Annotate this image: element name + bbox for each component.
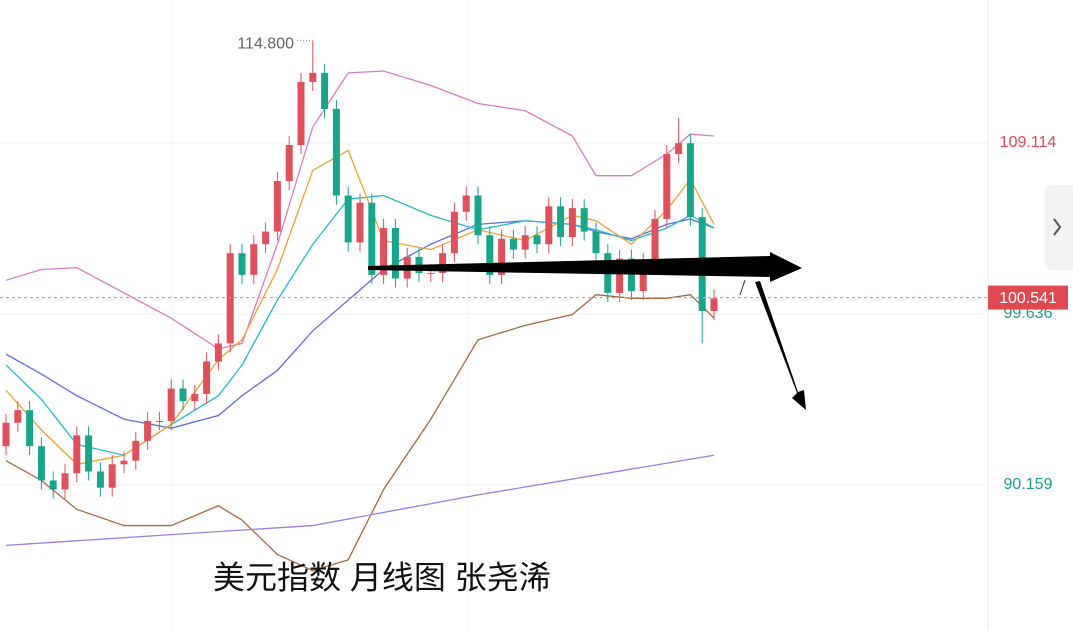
candle-body xyxy=(639,262,647,292)
candle-body xyxy=(132,440,140,461)
candle-body xyxy=(226,253,234,344)
candle-body xyxy=(49,480,57,490)
candle-body xyxy=(214,343,222,362)
candle-body xyxy=(73,435,81,474)
candle-body xyxy=(509,238,517,250)
candle-body xyxy=(675,143,683,155)
candle-body xyxy=(368,202,376,275)
candle-body xyxy=(521,235,529,250)
candle-body xyxy=(427,273,435,275)
candle-body xyxy=(26,410,34,447)
candle-body xyxy=(557,206,565,237)
candle-body xyxy=(179,388,187,402)
candle-body xyxy=(309,72,317,82)
candle-body xyxy=(627,258,635,292)
indicator-line xyxy=(5,70,715,350)
y-tick-label: 90.159 xyxy=(1004,476,1053,493)
candle-body xyxy=(486,235,494,275)
candle-body xyxy=(61,473,69,490)
chevron[interactable] xyxy=(1053,218,1062,236)
y-tick-label: 109.114 xyxy=(1000,134,1057,151)
candle-body xyxy=(450,211,458,254)
candle-body xyxy=(686,143,694,218)
candle-body xyxy=(663,154,671,219)
candle-body xyxy=(592,231,600,254)
candle-body xyxy=(285,145,293,182)
candle-body xyxy=(651,218,659,263)
candle-body xyxy=(380,227,388,275)
trend-arrow xyxy=(755,281,806,410)
side-button[interactable] xyxy=(1045,185,1073,270)
candle-body xyxy=(498,238,506,275)
indicator-line xyxy=(5,454,715,547)
trend-arrow xyxy=(368,252,802,282)
indicator-line xyxy=(5,294,715,572)
annotations: 100.541 114.800 xyxy=(0,36,1068,310)
candle-body xyxy=(144,420,152,441)
candle-body xyxy=(580,208,588,232)
candle-body xyxy=(167,388,175,421)
candle-body xyxy=(250,244,258,275)
candle-body xyxy=(37,446,45,481)
candle-body xyxy=(710,298,718,311)
candle-body xyxy=(2,422,10,447)
last-price-box xyxy=(988,285,1068,310)
candle-body xyxy=(321,72,329,109)
candle-body xyxy=(344,195,352,243)
indicator-line xyxy=(5,218,715,429)
candle-body xyxy=(203,361,211,394)
candle-body xyxy=(120,460,128,465)
candle-body xyxy=(616,258,624,293)
candle-body xyxy=(568,208,576,237)
chart-title: 美元指数 月线图 张尧浠 xyxy=(213,559,551,595)
candle-body xyxy=(96,471,104,488)
candle-body xyxy=(14,410,22,423)
candle-body xyxy=(273,181,281,232)
indicator-lines xyxy=(5,70,715,572)
candle-body xyxy=(356,202,364,243)
candle-body xyxy=(85,435,93,472)
candle-body xyxy=(462,195,470,212)
candle-body xyxy=(533,235,541,245)
marker xyxy=(739,279,746,296)
candle-body xyxy=(191,393,199,402)
candle-body xyxy=(238,253,246,275)
candle-body xyxy=(108,464,116,488)
candle-body xyxy=(391,227,399,279)
candle-body xyxy=(262,231,270,245)
max-label: 114.800 xyxy=(237,36,294,53)
indicator-line xyxy=(5,149,715,465)
candle-body xyxy=(155,420,163,422)
candle-body xyxy=(545,206,553,245)
candle-body xyxy=(297,81,305,146)
last-price-label: 100.541 xyxy=(999,290,1057,307)
candle-body xyxy=(474,195,482,236)
candle-body xyxy=(332,108,340,196)
candle-body xyxy=(439,253,447,274)
